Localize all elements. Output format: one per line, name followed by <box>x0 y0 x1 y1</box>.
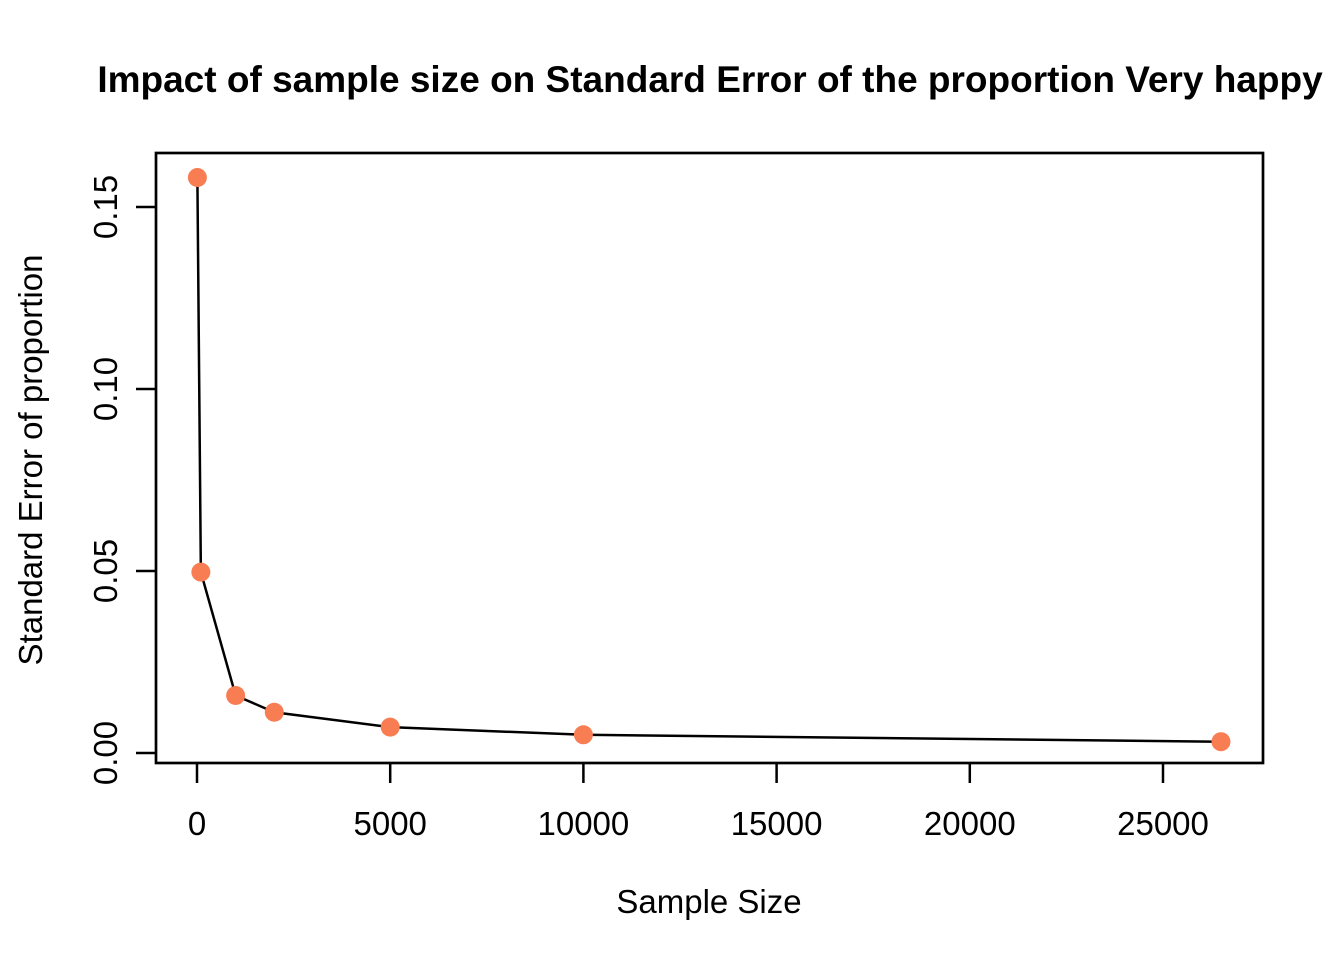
x-tick-label: 10000 <box>538 805 630 842</box>
data-point <box>380 717 400 737</box>
plot-box <box>154 151 1265 765</box>
plot-area: 0 5000 10000 15000 20000 25000 0.00 0.05 0.10 0.1… <box>87 151 1265 842</box>
y-tick-label: 0.05 <box>87 539 124 603</box>
x-tick-label: 15000 <box>731 805 823 842</box>
x-tick-label: 0 <box>188 805 206 842</box>
y-tick-label: 0.15 <box>87 175 124 239</box>
data-line <box>196 177 1221 743</box>
data-point <box>226 685 246 705</box>
x-tick-label: 25000 <box>1117 805 1209 842</box>
x-tick-label: 20000 <box>924 805 1016 842</box>
chart-title: Impact of sample size on Standard Error … <box>97 59 1323 100</box>
data-point <box>187 168 207 188</box>
x-axis-title: Sample Size <box>616 883 801 920</box>
data-point <box>264 702 284 722</box>
data-point <box>573 725 593 745</box>
x-tick-label: 5000 <box>353 805 426 842</box>
y-axis-title: Standard Error of proportion <box>12 255 49 666</box>
y-tick-label: 0.00 <box>87 721 124 785</box>
y-tick-label: 0.10 <box>87 357 124 421</box>
data-point <box>191 562 211 582</box>
data-point <box>1211 732 1231 752</box>
